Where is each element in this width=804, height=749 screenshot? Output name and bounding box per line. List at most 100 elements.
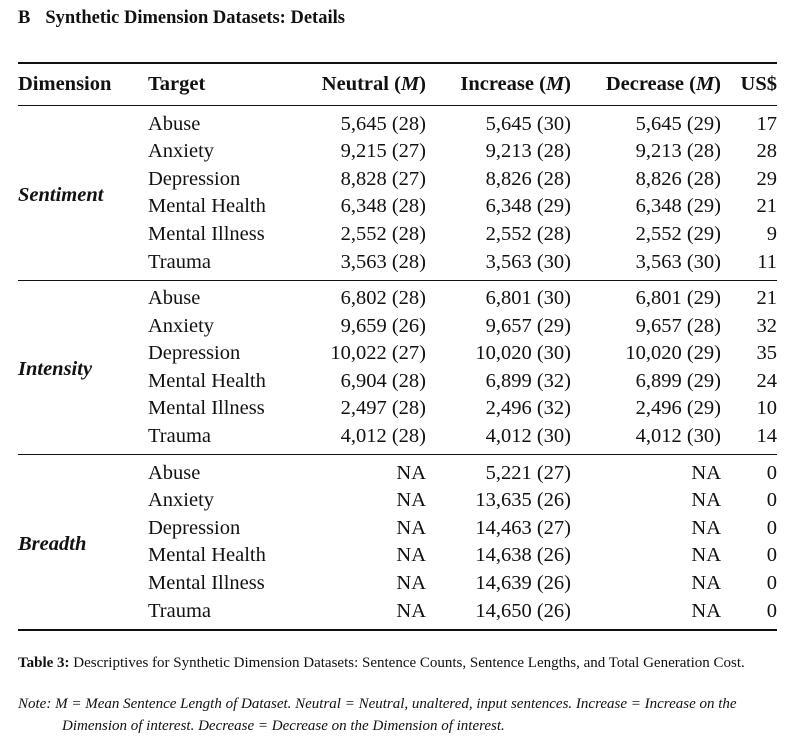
table-header: Dimension Target Neutral (M) Increase (M… — [18, 63, 777, 106]
table-row: Mental Illness 2,552 (28) 2,552 (28) 2,552 … — [18, 220, 777, 248]
cell-usd: 14 — [756, 425, 778, 448]
cell-neutral: NA — [396, 544, 426, 567]
header-paren-open: ( — [689, 73, 696, 95]
cell-decrease: 6,899 (29) — [635, 369, 721, 392]
table-row: Anxiety 9,659 (26) 9,657 (29) 9,657 (28) 32 — [18, 312, 777, 340]
cell-target: Trauma — [148, 250, 212, 273]
cell-target: Anxiety — [148, 314, 215, 337]
cell-usd: 29 — [756, 167, 778, 190]
cell-target: Anxiety — [148, 140, 215, 163]
cell-increase: 14,463 (27) — [475, 516, 571, 539]
cell-target: Depression — [148, 342, 241, 365]
cell-target: Trauma — [148, 599, 212, 622]
cell-decrease: 8,826 (28) — [635, 167, 721, 190]
cell-decrease: 2,496 (29) — [635, 397, 721, 420]
cell-usd: 28 — [756, 140, 778, 163]
cell-usd: 0 — [766, 516, 777, 539]
cell-neutral: NA — [396, 599, 426, 622]
cell-neutral: 4,012 (28) — [340, 425, 426, 448]
cell-target: Mental Illness — [148, 572, 265, 595]
cell-neutral: 6,904 (28) — [340, 369, 426, 392]
dimension-group-intensity: Intensity Abuse 6,802 (28) 6,801 (30) 6,801 … — [18, 280, 777, 455]
table-row: Anxiety 9,215 (27) 9,213 (28) 9,213 (28) 28 — [18, 138, 777, 166]
cell-usd: 9 — [766, 222, 777, 245]
cell-increase: 10,020 (30) — [475, 342, 571, 365]
cell-increase: 5,221 (27) — [485, 461, 571, 484]
cell-decrease: NA — [691, 489, 721, 512]
cell-usd: 0 — [766, 461, 777, 484]
cell-decrease: NA — [691, 516, 721, 539]
table-caption: Table 3: Descriptives for Synthetic Dime… — [18, 653, 778, 673]
cell-increase: 2,496 (32) — [485, 397, 571, 420]
cell-usd: 32 — [756, 314, 778, 337]
table-row: Depression 8,828 (27) 8,826 (28) 8,826 (28)… — [18, 165, 777, 193]
cell-target: Anxiety — [148, 489, 215, 512]
table-row: Mental Illness NA 14,639 (26) NA 0 — [18, 570, 777, 598]
dimension-label: Intensity — [18, 358, 93, 381]
cell-usd: 24 — [756, 369, 778, 392]
header-neutral-label: Neutral — [321, 73, 389, 95]
header-m-symbol: M — [545, 73, 565, 95]
cell-usd: 35 — [756, 342, 778, 365]
cell-usd: 0 — [766, 572, 777, 595]
header-paren-close: ) — [714, 73, 721, 95]
header-target: Target — [148, 73, 206, 95]
cell-neutral: NA — [396, 516, 426, 539]
cell-neutral: 10,022 (27) — [330, 342, 426, 365]
cell-usd: 10 — [756, 397, 778, 420]
cell-neutral: 2,497 (28) — [340, 397, 426, 420]
dimension-label: Sentiment — [18, 183, 104, 206]
cell-target: Depression — [148, 516, 241, 539]
descriptives-table: Dimension Target Neutral (M) Increase (M… — [18, 62, 777, 631]
cell-usd: 0 — [766, 489, 777, 512]
header-paren-close: ) — [419, 73, 426, 95]
cell-decrease: NA — [691, 544, 721, 567]
cell-target: Mental Illness — [148, 397, 265, 420]
header-decrease: Decrease (M) — [576, 63, 726, 106]
caption-text: Descriptives for Synthetic Dimension Dat… — [73, 655, 745, 671]
table-row: Mental Illness 2,497 (28) 2,496 (32) 2,496 … — [18, 395, 777, 423]
dimension-group-breadth: Breadth Abuse NA 5,221 (27) NA 0 Anxiety NA 13,6… — [18, 454, 777, 630]
cell-target: Abuse — [148, 461, 201, 484]
table-row: Depression 10,022 (27) 10,020 (30) 10,020 (… — [18, 340, 777, 368]
cell-increase: 9,213 (28) — [485, 140, 571, 163]
cell-increase: 4,012 (30) — [485, 425, 571, 448]
table-row: Intensity Abuse 6,802 (28) 6,801 (30) 6,801 … — [18, 280, 777, 379]
cell-decrease: NA — [691, 461, 721, 484]
note-text: M = Mean Sentence Length of Dataset. Neu… — [55, 696, 737, 734]
cell-decrease: NA — [691, 572, 721, 595]
cell-target: Abuse — [148, 287, 201, 310]
header-neutral: Neutral (M) — [293, 63, 431, 106]
cell-neutral: NA — [396, 489, 426, 512]
table-row: Mental Health 6,904 (28) 6,899 (32) 6,899 (… — [18, 367, 777, 395]
table-row: Trauma 3,563 (28) 3,563 (30) 3,563 (30) 11 — [18, 248, 777, 280]
cell-target: Trauma — [148, 425, 212, 448]
section-letter: B — [18, 8, 31, 28]
table-row: Mental Health 6,348 (28) 6,348 (29) 6,348 (… — [18, 193, 777, 221]
cell-usd: 0 — [766, 599, 777, 622]
cell-target: Mental Health — [148, 195, 266, 218]
cell-decrease: 6,801 (29) — [635, 287, 721, 310]
cell-decrease: 6,348 (29) — [635, 195, 721, 218]
header-paren-close: ) — [564, 73, 571, 95]
cell-neutral: 9,659 (26) — [340, 314, 426, 337]
dimension-group-sentiment: Sentiment Abuse 5,645 (28) 5,645 (30) 5,645 … — [18, 106, 777, 281]
header-decrease-label: Decrease — [605, 73, 684, 95]
header-paren-open: ( — [539, 73, 546, 95]
cell-increase: 6,899 (32) — [485, 369, 571, 392]
cell-increase: 8,826 (28) — [485, 167, 571, 190]
cell-usd: 11 — [757, 250, 777, 273]
cell-increase: 3,563 (30) — [485, 250, 571, 273]
cell-decrease: 2,552 (29) — [635, 222, 721, 245]
cell-neutral: 6,802 (28) — [340, 287, 426, 310]
cell-neutral: NA — [396, 461, 426, 484]
cell-decrease: 10,020 (29) — [625, 342, 721, 365]
cell-neutral: 6,348 (28) — [340, 195, 426, 218]
cell-increase: 14,650 (26) — [475, 599, 571, 622]
cell-target: Abuse — [148, 112, 201, 135]
cell-decrease: 9,213 (28) — [635, 140, 721, 163]
cell-neutral: 9,215 (27) — [340, 140, 426, 163]
header-dimension: Dimension — [18, 73, 112, 95]
cell-increase: 14,639 (26) — [475, 572, 571, 595]
cell-decrease: 3,563 (30) — [635, 250, 721, 273]
